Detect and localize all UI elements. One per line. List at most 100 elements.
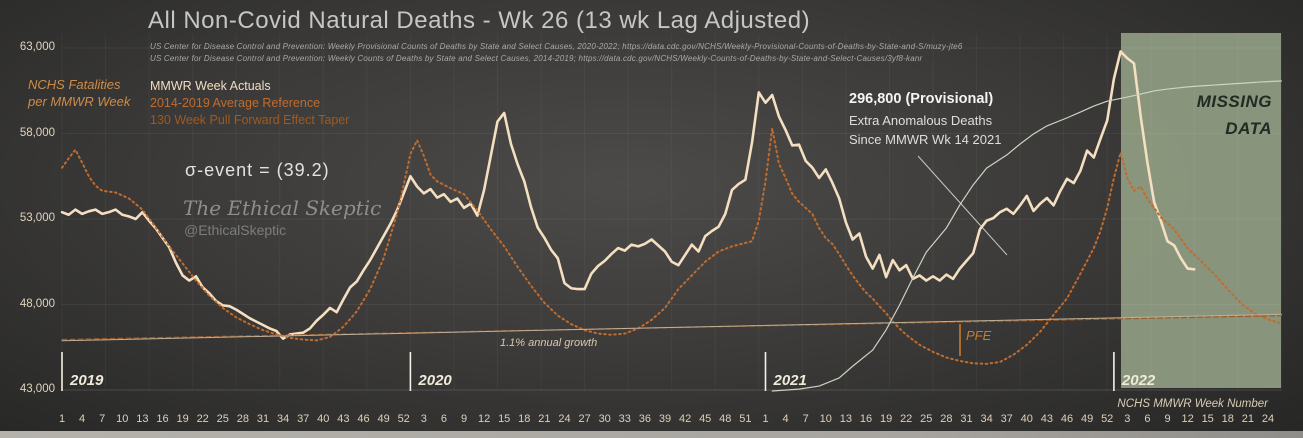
x-tick-label: 36: [638, 413, 652, 425]
sigma-event-annotation: σ-event = (39.2): [185, 160, 330, 180]
x-tick-label: 24: [1261, 413, 1275, 425]
x-tick-label: 22: [196, 413, 209, 425]
x-tick-label: 19: [879, 413, 893, 425]
x-tick-label: 15: [498, 413, 511, 425]
x-tick-label: 3: [1124, 413, 1131, 425]
y-tick-label: 58,000: [19, 126, 55, 139]
x-tick-label: 9: [1164, 413, 1171, 425]
year-label-2022: 2022: [1121, 372, 1156, 389]
x-tick-label: 13: [136, 413, 149, 425]
y-tick-label: 63,000: [19, 41, 55, 53]
missing-data-label: MISSING DATA: [1130, 88, 1272, 142]
x-tick-label: 28: [236, 413, 250, 425]
x-tick-label: 52: [397, 413, 410, 425]
x-tick-label: 7: [802, 413, 809, 425]
x-tick-label: 10: [819, 413, 832, 425]
x-tick-label: 1: [762, 413, 769, 425]
y-tick-label: 53,000: [19, 212, 55, 224]
x-tick-label: 13: [839, 413, 853, 425]
y-axis-title-line1: NCHS Fatalities: [28, 77, 121, 92]
bottom-window-strip: [0, 431, 1303, 438]
x-tick-label: 16: [156, 413, 169, 425]
missing-data-label-line2: DATA: [1225, 119, 1272, 138]
chart-title: All Non-Covid Natural Deaths - Wk 26 (13…: [148, 7, 811, 34]
year-label-2021: 2021: [773, 372, 807, 389]
x-tick-label: 37: [1000, 413, 1013, 425]
x-tick-label: 30: [598, 413, 611, 425]
x-tick-label: 12: [1181, 413, 1194, 425]
x-tick-label: 7: [99, 413, 106, 425]
x-tick-label: 4: [782, 413, 789, 425]
anomalous-deaths-annotation: 296,800 (Provisional) Extra Anomalous De…: [849, 90, 1001, 149]
watermark-name: The Ethical Skeptic: [183, 196, 382, 220]
x-tick-label: 19: [176, 413, 189, 425]
source-citation-1: US Center for Disease Control and Preven…: [150, 42, 963, 51]
x-tick-label: 1: [58, 413, 66, 425]
x-tick-label: 31: [256, 413, 270, 425]
series-2014-2019-average-reference: [61, 127, 1283, 365]
x-tick-label: 34: [276, 413, 290, 425]
series-mmwr-week-actuals: [60, 50, 1196, 341]
x-tick-label: 25: [920, 413, 933, 425]
legend-item-actuals: MMWR Week Actuals: [150, 79, 271, 93]
x-axis-title: NCHS MMWR Week Number: [1117, 398, 1268, 410]
x-tick-label: 40: [317, 413, 330, 425]
x-tick-label: 9: [460, 413, 468, 425]
x-tick-label: 21: [1241, 413, 1255, 425]
x-tick-label: 43: [337, 413, 350, 425]
x-tick-label: 45: [699, 413, 712, 425]
x-tick-label: 6: [440, 413, 447, 425]
y-tick-label: 48,000: [19, 297, 55, 310]
missing-data-label-line1: MISSING: [1196, 92, 1272, 111]
x-tick-label: 3: [420, 413, 427, 425]
x-tick-label: 48: [719, 413, 732, 425]
series-1-1-annual-growth-baseline: [61, 313, 1282, 342]
legend-item-reference: 2014-2019 Average Reference: [150, 96, 321, 110]
y-axis-title-line2: per MMWR Week: [28, 94, 131, 109]
x-tick-label: 12: [477, 413, 491, 425]
x-tick-label: 52: [1101, 413, 1114, 425]
legend-item-taper: 130 Week Pull Forward Effect Taper: [150, 113, 350, 127]
x-tick-label: 10: [116, 413, 129, 425]
x-tick-label: 31: [960, 413, 973, 425]
year-label-2019: 2019: [70, 372, 104, 389]
y-axis-title: NCHS Fatalities per MMWR Week: [28, 76, 130, 110]
x-tick-label: 25: [216, 413, 229, 425]
x-tick-label: 39: [658, 413, 672, 425]
watermark-handle: @EthicalSkeptic: [184, 222, 287, 238]
anomalous-deaths-line3: Since MMWR Wk 14 2021: [849, 132, 1002, 147]
x-tick-label: 21: [538, 413, 551, 425]
x-tick-label: 18: [1221, 413, 1234, 425]
annotation-leader-line: [917, 155, 1008, 256]
x-tick-label: 33: [618, 413, 631, 425]
pfe-label: PFE: [966, 328, 992, 343]
x-tick-label: 49: [377, 413, 390, 425]
x-tick-label: 46: [1060, 413, 1074, 425]
source-citation-2: US Center for Disease Control and Preven…: [150, 54, 923, 63]
x-tick-label: 37: [297, 413, 310, 425]
year-label-2020: 2020: [418, 372, 452, 389]
x-tick-label: 34: [980, 413, 993, 425]
x-tick-label: 27: [578, 413, 591, 425]
annual-growth-label: 1.1% annual growth: [500, 337, 598, 349]
x-tick-label: 18: [518, 413, 531, 425]
series-cumulative-extra-anomalous-deaths-since-mmwr-wk-14-2021: [771, 80, 1283, 392]
x-tick-label: 16: [859, 413, 873, 425]
x-tick-label: 6: [1144, 413, 1151, 425]
x-tick-label: 4: [79, 413, 86, 425]
x-tick-label: 42: [678, 413, 692, 425]
y-tick-label: 43,000: [19, 383, 55, 395]
x-tick-label: 46: [357, 413, 370, 425]
x-tick-label: 49: [1080, 413, 1094, 425]
anomalous-deaths-total: 296,800 (Provisional): [849, 91, 994, 107]
x-tick-label: 24: [558, 413, 571, 425]
x-tick-label: 22: [900, 413, 913, 425]
anomalous-deaths-line2: Extra Anomalous Deaths: [849, 113, 993, 128]
x-tick-label: 40: [1020, 413, 1033, 425]
x-tick-label: 51: [739, 413, 752, 425]
x-tick-label: 43: [1040, 413, 1054, 425]
x-tick-label: 28: [940, 413, 953, 425]
x-tick-label: 15: [1201, 413, 1214, 425]
